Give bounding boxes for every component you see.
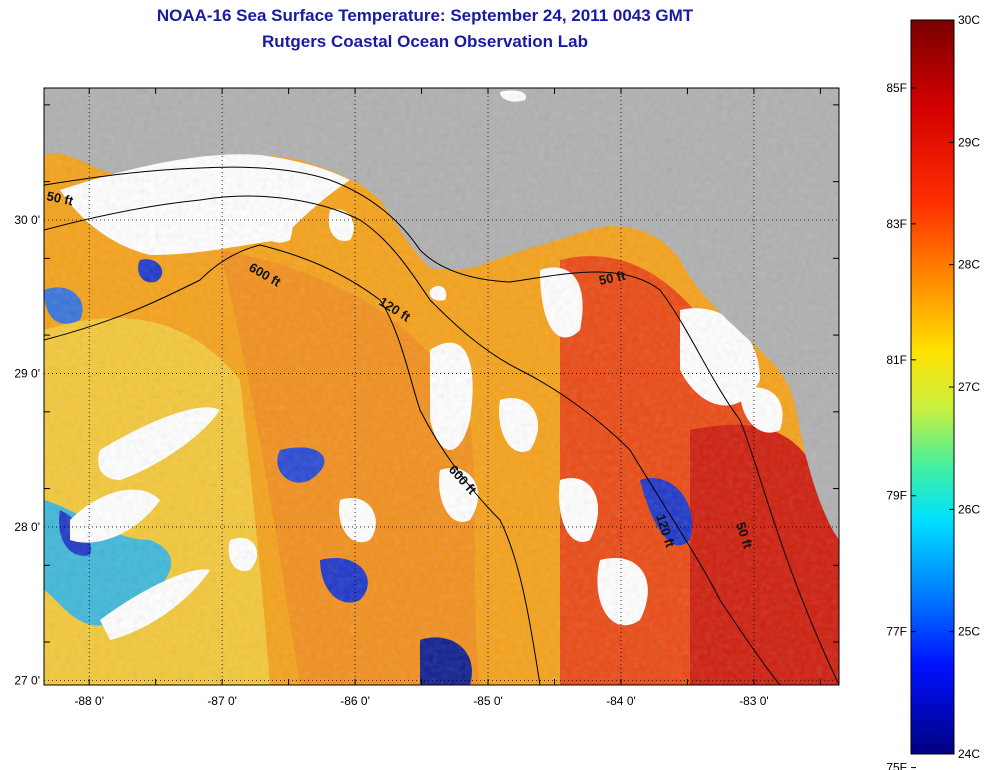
lat-label: 29 0' <box>14 366 40 380</box>
axis-labels: 30 0' 29 0' 28 0' 27 0' -88 0' -87 0' -86 0' -8… <box>14 213 768 708</box>
map-subtitle: Rutgers Coastal Ocean Observation Lab <box>262 32 588 51</box>
lat-label: 28 0' <box>14 520 40 534</box>
lon-label: -87 0' <box>207 694 237 708</box>
colorbar-c-label: 25C <box>958 625 980 639</box>
colorbar-c-label: 29C <box>958 135 980 149</box>
contour-label-50ft-east: 50 ft <box>598 268 628 288</box>
lon-label: -88 0' <box>74 694 104 708</box>
colorbar-f-label: 79F <box>886 489 907 503</box>
colorbar-f-label: 85F <box>886 81 907 95</box>
colorbar-c-label: 26C <box>958 502 980 516</box>
colorbar-f-label: 83F <box>886 217 907 231</box>
colorbar-c-label: 27C <box>958 380 980 394</box>
colorbar-c-label: 28C <box>958 258 980 272</box>
plot-frame <box>43 87 840 686</box>
colorbar <box>910 19 955 755</box>
map-title: NOAA-16 Sea Surface Temperature: Septemb… <box>156 6 694 25</box>
lon-label: -83 0' <box>739 694 769 708</box>
lat-label: 27 0' <box>14 673 40 687</box>
lon-label: -84 0' <box>606 694 636 708</box>
contour-label-50ft-west: 50 ft <box>45 188 75 208</box>
graticule <box>44 88 839 685</box>
colorbar-c-label: 24C <box>958 747 980 761</box>
colorbar-ticks: 30C 29C 28C 27C 26C 25C 24C 85F 83F 81F 79F 77F 75F <box>886 13 980 770</box>
colorbar-c-label: 30C <box>958 13 980 27</box>
colorbar-f-label: 81F <box>886 353 907 367</box>
lat-label: 30 0' <box>14 213 40 227</box>
lon-label: -86 0' <box>340 694 370 708</box>
sst-field <box>44 88 839 685</box>
colorbar-f-label: 77F <box>886 625 907 639</box>
lon-label: -85 0' <box>473 694 503 708</box>
colorbar-f-label: 75F <box>886 761 907 770</box>
